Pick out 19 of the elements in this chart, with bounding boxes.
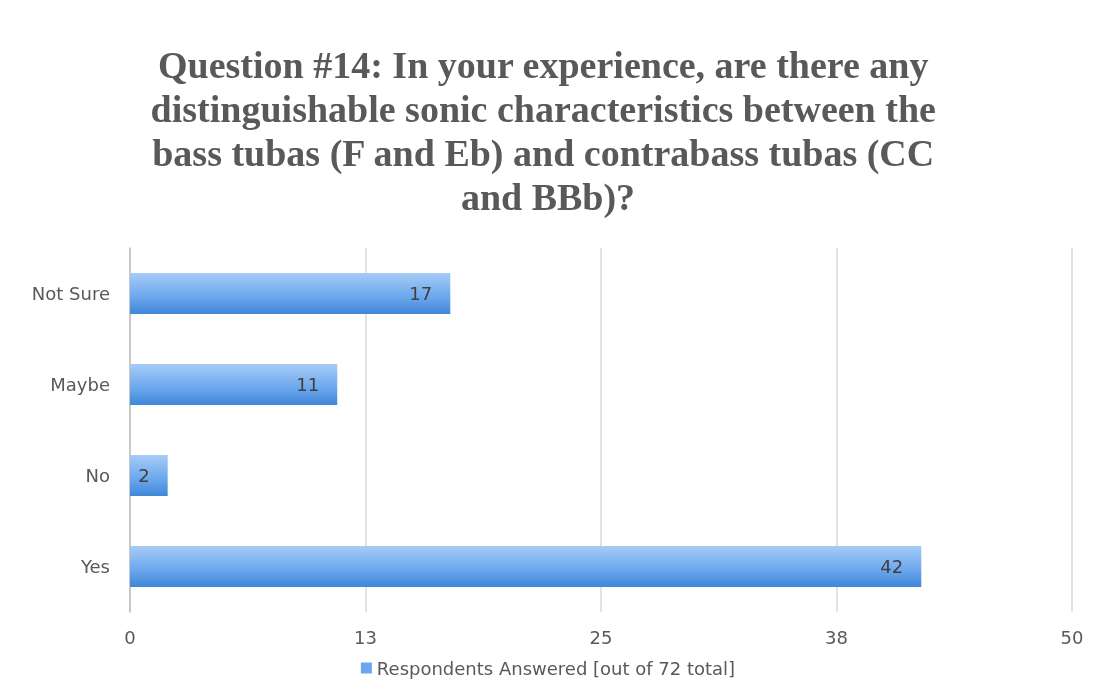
- y-tick-label: Maybe: [50, 374, 110, 395]
- x-tick-label: 0: [124, 626, 136, 648]
- bar: [130, 546, 922, 587]
- data-label: 11: [296, 374, 320, 395]
- y-tick-label: Not Sure: [31, 283, 110, 304]
- data-label: 17: [409, 283, 433, 304]
- x-tick-label: 38: [825, 626, 848, 648]
- bar: [130, 273, 451, 314]
- bar: [130, 364, 338, 405]
- data-label: 2: [138, 465, 150, 486]
- x-tick-label: 25: [589, 626, 613, 648]
- legend-label: Respondents Answered [out of 72 total]: [376, 657, 736, 679]
- x-tick-label: 50: [1060, 626, 1084, 648]
- bar: [130, 455, 168, 496]
- y-tick-label: Yes: [79, 556, 110, 577]
- data-label: 42: [880, 556, 904, 577]
- y-tick-label: No: [85, 465, 110, 486]
- chart-title: Question #14: In your experience, are there any distinguishable sonic characteristics between the bass tubas (F and Eb) and contrabass tubas (CC and BBb)?: [150, 44, 946, 219]
- x-tick-label: 13: [354, 626, 377, 648]
